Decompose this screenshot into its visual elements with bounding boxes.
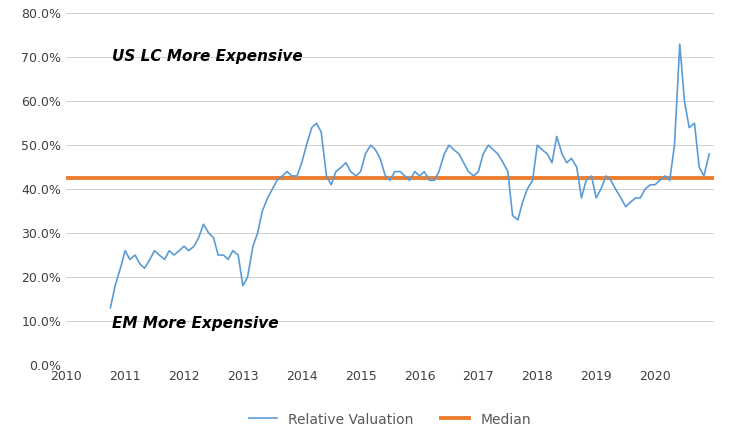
Relative Valuation bbox=[106, 305, 115, 311]
Relative Valuation bbox=[175, 248, 184, 253]
Relative Valuation bbox=[367, 142, 375, 148]
Relative Valuation bbox=[165, 248, 174, 253]
Legend: Relative Valuation, Median: Relative Valuation, Median bbox=[244, 407, 537, 433]
Relative Valuation bbox=[705, 151, 714, 157]
Line: Relative Valuation: Relative Valuation bbox=[110, 44, 710, 308]
Text: EM More Expensive: EM More Expensive bbox=[112, 316, 278, 331]
Relative Valuation bbox=[278, 173, 287, 178]
Relative Valuation bbox=[140, 266, 149, 271]
Relative Valuation bbox=[592, 195, 601, 201]
Text: US LC More Expensive: US LC More Expensive bbox=[112, 49, 302, 64]
Relative Valuation bbox=[676, 41, 684, 47]
